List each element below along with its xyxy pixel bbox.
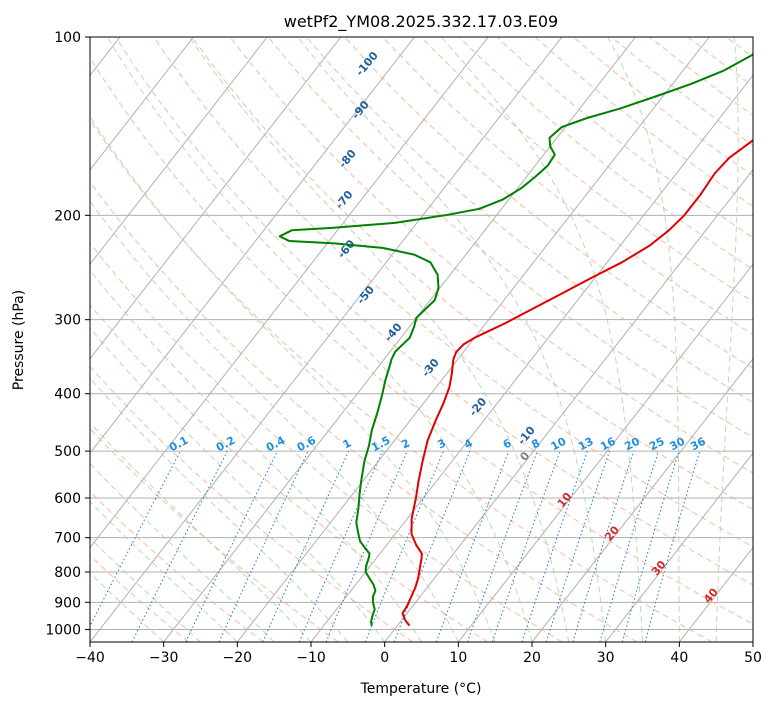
moist-adiabat-line <box>297 37 607 642</box>
mixing-ratio-line <box>131 450 228 642</box>
sounding-series <box>278 53 753 627</box>
mixing-ratio-line <box>572 450 635 642</box>
moist-adiabat-line <box>188 37 570 642</box>
y-tick-label: 300 <box>54 313 81 329</box>
dry-adiabat-line <box>229 37 753 474</box>
y-tick-label: 500 <box>54 444 81 460</box>
dry-adiabat-line <box>382 37 753 336</box>
mixing-ratio-line <box>521 450 588 642</box>
mixing-ratio-label: 20 <box>622 434 642 453</box>
isotherm-line <box>531 357 753 642</box>
y-tick-label: 600 <box>54 491 81 507</box>
moist-adiabat-line <box>90 572 165 642</box>
isotherm-line <box>90 37 194 171</box>
mixing-ratio-label: 16 <box>598 435 618 454</box>
y-axis-title: Pressure (hPa) <box>11 290 27 390</box>
mixing-ratio-line <box>599 450 659 642</box>
isotherm-line <box>90 37 563 642</box>
moist-adiabat-line <box>90 462 275 642</box>
isotherm-line <box>605 452 753 642</box>
dry-adiabat-line <box>90 242 563 642</box>
mixing-ratio-line <box>644 450 701 642</box>
mixing-ratio-line <box>435 450 510 642</box>
x-tick-label: −20 <box>223 650 253 666</box>
x-tick-label: −30 <box>149 650 179 666</box>
mixing-ratio-label: 25 <box>647 435 667 454</box>
plot-background <box>90 37 753 642</box>
dry-adiabat-line <box>267 37 753 438</box>
y-tick-label: 100 <box>54 30 81 46</box>
mixing-ratio-line <box>491 450 561 642</box>
mixing-ratio-line <box>621 450 680 642</box>
x-tick-label: 0 <box>380 650 389 666</box>
isotherm-line <box>90 37 489 549</box>
y-tick-label: 400 <box>54 387 81 403</box>
dry-adiabat-line <box>90 365 414 642</box>
moist-adiabat-line <box>106 37 533 642</box>
isotherm-line <box>310 74 753 642</box>
dewpoint-trace <box>278 53 753 626</box>
isotherm-line <box>384 168 753 642</box>
mixing-ratio-line <box>298 450 383 642</box>
mixing-ratio-line <box>262 450 350 642</box>
x-tick-label: 10 <box>449 650 467 666</box>
mixing-ratio-label: 10 <box>549 435 569 454</box>
isotherm-line <box>90 37 268 266</box>
x-tick-label: −40 <box>75 650 105 666</box>
y-tick-label: 700 <box>54 531 81 547</box>
mixing-ratio-lines <box>90 450 701 642</box>
isotherm-line <box>457 263 753 642</box>
moist-adiabat-line <box>90 537 201 642</box>
isotherm-line <box>163 37 636 642</box>
moist-adiabat-line <box>90 269 422 642</box>
dry-adiabat-line <box>90 554 190 642</box>
dry-adiabat-line <box>153 37 753 548</box>
temperature-trace <box>401 139 753 627</box>
isotherms <box>90 37 753 642</box>
moist-adiabats <box>90 37 739 642</box>
isotherm-line <box>90 37 342 360</box>
y-tick-label: 200 <box>54 208 81 224</box>
dry-adiabat-line <box>90 181 638 642</box>
x-tick-label: 30 <box>597 650 615 666</box>
x-tick-label: 20 <box>523 650 541 666</box>
axes: −40 −30 −20 −10 0 10 20 30 40 50 100 200 300 400 500 60… <box>45 30 762 666</box>
x-axis-title: Temperature (°C) <box>360 681 482 697</box>
moist-adiabat-line <box>90 200 459 642</box>
dry-adiabat-line <box>90 56 753 625</box>
dry-adiabat-line <box>90 119 712 642</box>
moist-adiabat-line <box>90 115 496 642</box>
mixing-ratio-line <box>467 450 538 642</box>
isotherm-line <box>90 37 415 454</box>
moist-adiabat-line <box>90 422 312 642</box>
mixing-ratio-line <box>545 450 611 642</box>
chart-title: wetPf2_YM08.2025.332.17.03.E09 <box>284 12 558 32</box>
dry-adiabat-line <box>90 427 339 642</box>
moist-adiabat-line <box>715 37 739 642</box>
mixing-ratio-line <box>325 450 408 642</box>
x-tick-label: −10 <box>296 650 326 666</box>
mixing-ratio-line <box>393 450 471 642</box>
moist-adiabat-line <box>441 37 643 642</box>
dry-adiabat-line <box>420 37 753 303</box>
mixing-ratio-line <box>364 450 444 642</box>
dry-adiabat-line <box>191 37 753 511</box>
x-tick-label: 50 <box>744 650 762 666</box>
moist-adiabat-line <box>90 327 386 642</box>
moist-adiabat-line <box>607 37 680 642</box>
plot-frame <box>89 36 754 643</box>
y-tick-label: 1000 <box>45 622 81 638</box>
x-tick-label: 40 <box>670 650 688 666</box>
mixing-ratio-label: 30 <box>668 434 688 453</box>
y-tick-label: 800 <box>54 565 81 581</box>
moist-adiabat-line <box>90 501 238 642</box>
dry-adiabat-line <box>115 37 753 586</box>
mixing-ratio-label: 36 <box>688 435 708 454</box>
mixing-ratio-label: 13 <box>576 435 596 454</box>
dry-adiabats <box>90 37 753 642</box>
dry-adiabat-line <box>90 303 488 642</box>
y-tick-label: 900 <box>54 595 81 611</box>
